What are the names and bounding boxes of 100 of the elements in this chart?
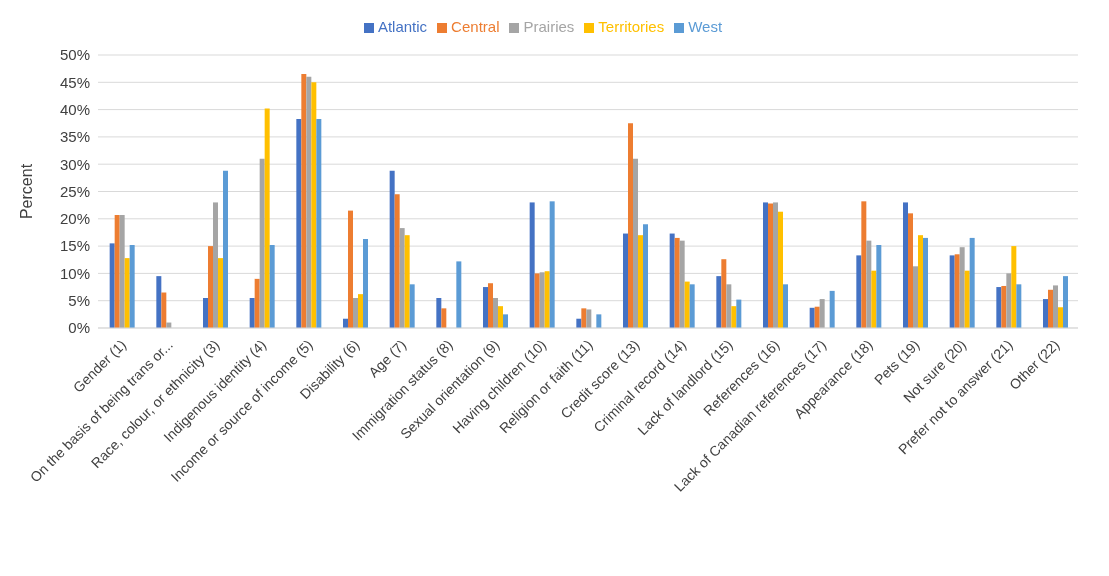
bar <box>581 308 587 328</box>
legend-label: Prairies <box>523 18 575 35</box>
bar <box>871 270 877 328</box>
bar <box>394 194 400 328</box>
bar <box>721 259 727 328</box>
bar <box>1058 307 1063 328</box>
bar <box>778 211 783 328</box>
bar <box>363 239 368 328</box>
bar <box>488 283 493 328</box>
bar <box>959 247 965 328</box>
bar <box>964 270 970 328</box>
bar <box>549 201 555 328</box>
bar <box>1053 285 1058 328</box>
bar <box>763 202 768 328</box>
bar <box>1006 273 1012 328</box>
y-tick-label: 30% <box>59 155 90 173</box>
y-tick-label: 35% <box>59 128 90 146</box>
bar <box>768 203 773 328</box>
y-tick-label: 10% <box>59 264 90 282</box>
legend-label: Atlantic <box>377 18 428 35</box>
bar <box>436 297 442 328</box>
bar <box>498 306 503 328</box>
bar <box>259 158 265 328</box>
bar <box>218 258 223 328</box>
bar <box>534 273 540 328</box>
bar <box>306 76 312 328</box>
bar <box>969 237 975 328</box>
bar <box>249 297 255 328</box>
bar <box>493 297 498 328</box>
bar <box>716 276 722 328</box>
bar <box>114 214 120 328</box>
bar <box>301 74 307 328</box>
bar <box>638 235 643 328</box>
bar <box>399 228 405 328</box>
bar <box>876 245 882 328</box>
bar <box>918 235 923 328</box>
bar <box>596 314 602 328</box>
bar <box>1001 285 1007 328</box>
y-tick-label: 20% <box>59 210 90 228</box>
bar <box>156 276 162 328</box>
legend-label: Territories <box>598 18 665 35</box>
bar <box>456 261 462 328</box>
y-tick-label: 5% <box>68 292 90 310</box>
y-tick-label: 40% <box>59 100 90 118</box>
bar <box>1048 289 1053 328</box>
bar <box>1063 276 1068 328</box>
bar <box>809 307 815 328</box>
bar <box>311 82 317 328</box>
bar <box>203 297 208 328</box>
bar <box>643 224 648 328</box>
bar <box>684 281 690 328</box>
bar <box>908 213 913 328</box>
y-tick-label: 50% <box>59 46 90 64</box>
x-tick-label: Age (7) <box>365 336 410 381</box>
bar <box>674 237 680 328</box>
bar <box>208 246 213 328</box>
bar <box>1011 246 1017 328</box>
bar <box>348 210 353 328</box>
bar <box>296 118 302 328</box>
bar <box>1043 299 1048 328</box>
bar <box>628 123 633 328</box>
bar <box>783 284 788 328</box>
bar <box>539 272 545 328</box>
bar <box>679 240 685 328</box>
bar <box>254 278 260 328</box>
bar <box>669 233 675 328</box>
bar <box>949 255 955 328</box>
bar <box>264 108 270 328</box>
bar <box>586 309 592 328</box>
bar <box>213 202 218 328</box>
bar <box>109 243 115 328</box>
bar <box>1016 284 1022 328</box>
bar <box>409 284 415 328</box>
bar <box>269 245 275 328</box>
bar <box>689 284 695 328</box>
bar <box>954 254 960 328</box>
bar <box>623 233 628 328</box>
bar <box>829 290 835 328</box>
bar <box>736 299 742 328</box>
bar <box>726 284 732 328</box>
bar <box>866 240 872 328</box>
y-tick-label: 15% <box>59 237 90 255</box>
legend-label: Central <box>451 18 500 35</box>
legend-label: West <box>688 18 723 35</box>
bar <box>358 294 363 328</box>
bar <box>129 245 135 328</box>
bar <box>119 214 125 328</box>
bar <box>923 237 928 328</box>
bar <box>731 306 737 328</box>
bar <box>856 255 862 328</box>
bar <box>353 297 358 328</box>
bar <box>814 306 820 328</box>
bar <box>861 201 867 328</box>
bar <box>819 299 825 328</box>
bar <box>124 258 130 328</box>
bar <box>913 266 918 328</box>
bar <box>483 287 488 328</box>
bar <box>441 308 447 328</box>
bar <box>773 202 778 328</box>
bar <box>903 202 908 328</box>
